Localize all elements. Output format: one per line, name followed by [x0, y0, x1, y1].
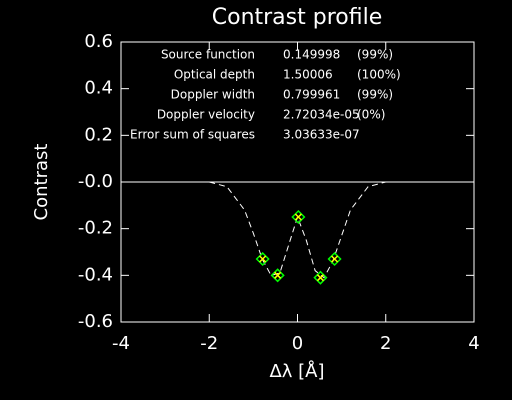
- point-cross: [316, 274, 324, 282]
- annotation-value: 3.03633e-07: [283, 128, 360, 142]
- point-diamond: [291, 209, 306, 225]
- annotation-pct: (0%): [357, 108, 385, 122]
- x-tick-label: -2: [200, 333, 218, 354]
- point-diamond: [313, 270, 328, 285]
- point-diamond: [270, 268, 285, 283]
- annotation-pct: (99%): [357, 88, 393, 102]
- x-tick-label: 4: [468, 333, 479, 354]
- annotation-pct: (99%): [357, 48, 393, 62]
- annotation-value: 2.72034e-05: [283, 108, 360, 122]
- y-tick-label: -0.6: [78, 311, 113, 332]
- data-point: [313, 270, 328, 285]
- data-point: [327, 251, 342, 267]
- y-tick-label: 0.6: [84, 31, 113, 52]
- point-cross: [331, 255, 339, 263]
- y-axis-label: Contrast: [31, 144, 52, 221]
- y-tick-label: 0.2: [84, 124, 113, 145]
- annotation-value: 0.149998: [283, 48, 340, 62]
- data-point: [270, 268, 285, 283]
- y-tick-label: -0.0: [78, 171, 113, 192]
- annotation-label: Doppler width: [171, 88, 255, 102]
- annotation-value: 0.799961: [283, 88, 340, 102]
- chart-title: Contrast profile: [212, 5, 383, 30]
- point-cross: [259, 255, 267, 263]
- x-tick-label: 2: [380, 333, 391, 354]
- point-cross: [294, 213, 302, 221]
- annotation-value: 1.50006: [283, 68, 333, 82]
- annotation-label: Doppler velocity: [157, 108, 255, 122]
- point-cross: [274, 271, 282, 279]
- y-tick-label: -0.2: [78, 218, 113, 239]
- x-tick-label: 0: [292, 333, 303, 354]
- data-point: [255, 251, 270, 267]
- x-axis-label: Δλ [Å]: [269, 360, 324, 382]
- fit-curve: [209, 181, 386, 279]
- data-point: [291, 209, 306, 225]
- point-diamond: [327, 251, 342, 267]
- point-diamond: [255, 251, 270, 267]
- annotation-label: Error sum of squares: [130, 128, 255, 142]
- x-tick-label: -4: [112, 333, 130, 354]
- y-tick-label: 0.4: [84, 78, 113, 99]
- annotation-label: Optical depth: [174, 68, 255, 82]
- annotation-pct: (100%): [357, 68, 401, 82]
- y-tick-label: -0.4: [78, 264, 113, 285]
- annotation-label: Source function: [161, 48, 255, 62]
